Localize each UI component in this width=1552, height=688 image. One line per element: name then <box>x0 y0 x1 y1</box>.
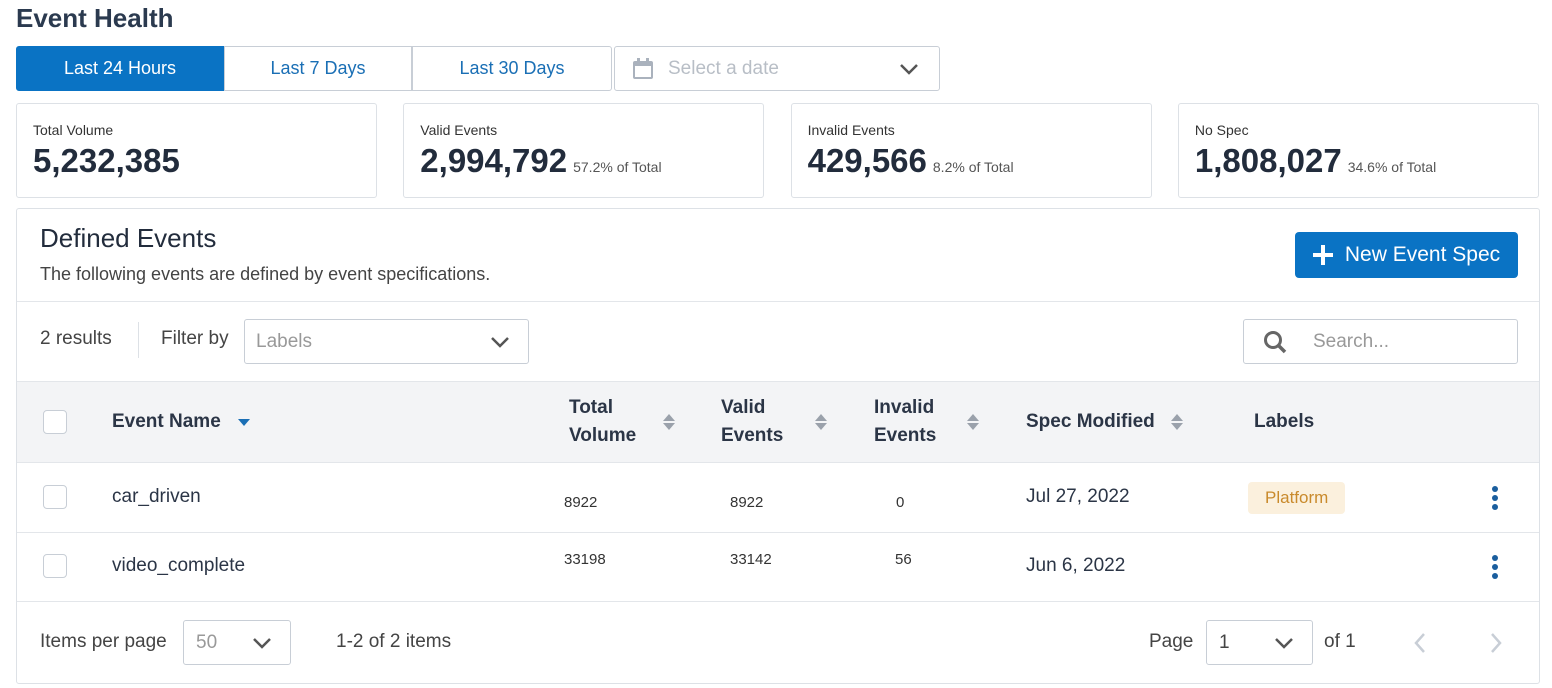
stat-value: 2,994,792 <box>420 142 568 179</box>
stat-value: 5,232,385 <box>33 142 180 179</box>
filter-label: Filter by <box>161 328 229 349</box>
items-per-page-value: 50 <box>196 631 218 653</box>
column-header: Total Volume <box>569 397 637 446</box>
stat-card: Valid Events 2,994,792 57.2% of Total <box>403 103 765 198</box>
page-label: Page <box>1149 631 1194 652</box>
search-icon <box>1264 330 1287 353</box>
spec-modified: Jul 27, 2022 <box>1026 486 1130 507</box>
calendar-icon <box>633 57 653 79</box>
sort-icon[interactable] <box>1170 413 1184 431</box>
valid-events: 8922 <box>730 494 764 511</box>
next-page[interactable] <box>1489 632 1503 654</box>
item-range: 1-2 of 2 items <box>336 631 452 652</box>
items-per-page-select[interactable]: 50 <box>183 620 291 665</box>
chevron <box>1275 637 1293 649</box>
stat-card: Invalid Events 429,566 8.2% of Total <box>790 103 1152 198</box>
stat-note: 34.6% of Total <box>1347 159 1437 175</box>
stat-value-row: 2,994,792 57.2% of Total <box>420 142 661 180</box>
event-name[interactable]: video_complete <box>112 555 246 576</box>
labels-filter[interactable]: Labels <box>244 319 529 364</box>
page-value: 1 <box>1219 631 1230 653</box>
stat-value-row: 5,232,385 <box>33 142 180 180</box>
stat-label: Invalid Events <box>807 122 895 138</box>
divider <box>17 301 1539 302</box>
stat-label: Total Volume <box>33 122 114 138</box>
stat-card: Total Volume 5,232,385 <box>16 103 377 198</box>
stat-note: 8.2% of Total <box>932 159 1014 175</box>
stat-value: 1,808,027 <box>1194 142 1342 179</box>
sort-icon[interactable] <box>966 413 980 431</box>
row-menu[interactable] <box>1491 555 1499 579</box>
prev-page[interactable] <box>1413 632 1427 654</box>
stat-value-row: 1,808,027 34.6% of Total <box>1195 142 1436 180</box>
tab[interactable]: Last 30 Days <box>412 46 612 91</box>
filter-placeholder: Labels <box>256 330 312 352</box>
tab[interactable]: Last 24 Hours <box>16 46 224 91</box>
column-header: Labels <box>1254 411 1315 432</box>
chevron <box>253 637 271 649</box>
row-menu[interactable] <box>1491 486 1499 510</box>
page-select[interactable]: 1 <box>1206 620 1313 665</box>
sort-icon[interactable] <box>237 413 251 431</box>
total-volume: 33198 <box>564 551 606 568</box>
column-header: Invalid Events <box>874 397 937 446</box>
stat-card: No Spec 1,808,027 34.6% of Total <box>1177 103 1539 198</box>
date-picker[interactable]: Select a date <box>614 46 940 91</box>
chevron <box>491 336 509 348</box>
invalid-events: 56 <box>895 551 912 568</box>
date-placeholder: Select a date <box>668 57 779 79</box>
button-label: New Event Spec <box>1344 243 1501 266</box>
divider <box>17 601 1539 602</box>
stat-label: No Spec <box>1194 122 1249 138</box>
total-volume: 8922 <box>564 494 598 511</box>
results-count: 2 results <box>40 328 112 349</box>
valid-events: 33142 <box>730 551 772 568</box>
row-checkbox[interactable] <box>43 485 67 509</box>
column-header: Event Name <box>112 411 221 432</box>
search-placeholder: Search... <box>1313 330 1390 352</box>
sort-icon[interactable] <box>662 413 676 431</box>
event-name[interactable]: car_driven <box>112 486 201 507</box>
new-spec-button[interactable]: New Event Spec <box>1295 232 1518 278</box>
column-header: Valid Events <box>721 397 784 446</box>
select-all-checkbox[interactable] <box>43 410 67 434</box>
column-header: Spec Modified <box>1026 411 1155 432</box>
tab[interactable]: Last 7 Days <box>224 46 412 91</box>
plus-icon <box>1312 245 1333 265</box>
stat-value: 429,566 <box>807 142 927 179</box>
row-checkbox[interactable] <box>43 554 67 578</box>
label-tag: Platform <box>1248 482 1346 514</box>
search-box[interactable]: Search... <box>1243 319 1518 364</box>
spec-modified: Jun 6, 2022 <box>1026 555 1126 576</box>
divider <box>138 322 139 358</box>
invalid-events: 0 <box>896 494 905 511</box>
panel-subtitle: The following events are defined by even… <box>40 264 491 284</box>
page-count: of 1 <box>1324 631 1356 652</box>
panel-title: Defined Events <box>40 223 217 253</box>
table-header: Event Name Total Volume Valid Events Invali… <box>17 381 1539 463</box>
chevron <box>900 63 918 75</box>
stat-value-row: 429,566 8.2% of Total <box>808 142 1014 180</box>
row-divider <box>17 532 1539 533</box>
events-panel: Defined Events The following events are … <box>16 208 1540 684</box>
page-title: Event Health <box>16 3 174 33</box>
items-per-page-label: Items per page <box>40 631 167 652</box>
stat-label: Valid Events <box>420 122 498 138</box>
sort-icon[interactable] <box>814 413 828 431</box>
stat-note: 57.2% of Total <box>573 159 662 175</box>
